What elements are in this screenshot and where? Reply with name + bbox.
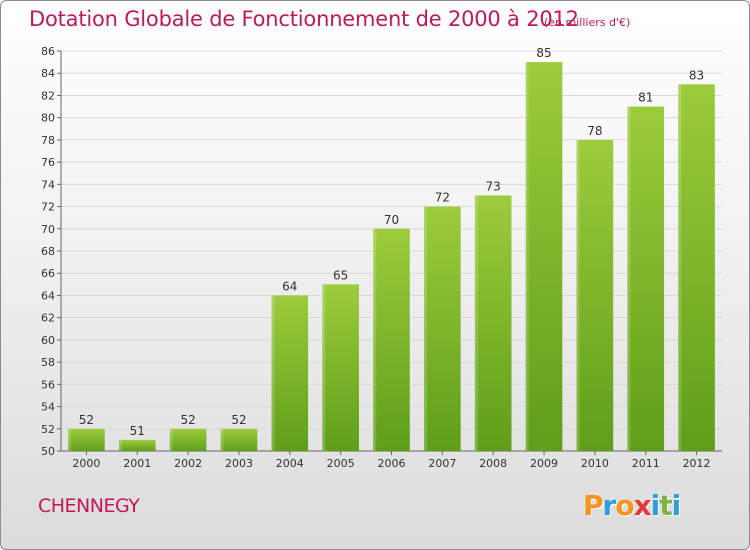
bar-2001 bbox=[118, 439, 156, 451]
y-tick-label: 78 bbox=[41, 134, 55, 147]
x-tick-label-2012: 2012 bbox=[683, 457, 711, 470]
data-label-2011: 81 bbox=[638, 91, 653, 105]
x-tick-label-2008: 2008 bbox=[479, 457, 507, 470]
data-label-2002: 52 bbox=[180, 413, 195, 427]
bar-2009 bbox=[525, 62, 563, 451]
chart-title: Dotation Globale de Fonctionnement de 20… bbox=[29, 7, 579, 31]
place-name: CHENNEGY bbox=[38, 495, 140, 517]
y-tick-label: 64 bbox=[41, 289, 55, 302]
data-label-2005: 65 bbox=[333, 268, 348, 282]
y-tick-label: 60 bbox=[41, 334, 55, 347]
bar-2006 bbox=[373, 228, 410, 451]
y-tick-label: 70 bbox=[41, 223, 55, 236]
x-tick-label-2011: 2011 bbox=[632, 457, 660, 470]
data-label-2001: 51 bbox=[130, 424, 145, 438]
data-label-2008: 73 bbox=[486, 179, 501, 193]
x-tick-label-2000: 2000 bbox=[72, 457, 100, 470]
bar-2012 bbox=[678, 84, 715, 451]
x-tick-label-2006: 2006 bbox=[378, 457, 406, 470]
y-tick-label: 66 bbox=[41, 267, 55, 280]
y-tick-label: 58 bbox=[41, 356, 55, 369]
bar-highlight bbox=[68, 428, 72, 451]
data-label-2012: 83 bbox=[689, 68, 704, 82]
x-tick-label-2005: 2005 bbox=[327, 457, 355, 470]
x-tick-label-2010: 2010 bbox=[581, 457, 609, 470]
bar-highlight bbox=[220, 428, 224, 451]
logo-letter: i bbox=[671, 489, 682, 522]
bar-2011 bbox=[627, 106, 665, 452]
y-tick-label: 62 bbox=[41, 312, 55, 325]
bar-2002 bbox=[169, 428, 207, 451]
bar-2004 bbox=[271, 295, 309, 451]
logo-letter: i bbox=[650, 489, 661, 522]
bar-highlight bbox=[424, 206, 428, 451]
data-label-2000: 52 bbox=[79, 413, 94, 427]
bar-highlight bbox=[169, 428, 173, 451]
x-tick-label-2004: 2004 bbox=[276, 457, 304, 470]
data-label-2010: 78 bbox=[587, 124, 602, 138]
bar-2008 bbox=[474, 195, 512, 451]
bar-2010 bbox=[576, 139, 614, 451]
logo-letter: r bbox=[602, 489, 617, 522]
y-tick-label: 74 bbox=[41, 178, 55, 191]
unit-note: (en milliers d'€) bbox=[544, 16, 631, 29]
bar-highlight bbox=[474, 195, 478, 451]
y-tick-label: 76 bbox=[41, 156, 55, 169]
bar-highlight bbox=[627, 106, 631, 452]
y-tick-label: 50 bbox=[41, 445, 55, 458]
y-tick-label: 82 bbox=[41, 89, 55, 102]
logo-letter: t bbox=[659, 489, 672, 522]
bar-highlight bbox=[525, 62, 529, 451]
logo-letter: x bbox=[633, 489, 652, 522]
y-tick-label: 72 bbox=[41, 201, 55, 214]
y-tick-label: 80 bbox=[41, 112, 55, 125]
data-label-2004: 64 bbox=[282, 279, 297, 293]
bar-2000 bbox=[68, 428, 105, 451]
data-label-2007: 72 bbox=[435, 191, 450, 205]
bar-highlight bbox=[576, 139, 580, 451]
proxiti-logo[interactable]: Proxiti bbox=[583, 489, 682, 522]
x-tick-label-2007: 2007 bbox=[428, 457, 456, 470]
logo-letter: o bbox=[615, 489, 634, 522]
x-tick-label-2009: 2009 bbox=[530, 457, 558, 470]
y-tick-label: 52 bbox=[41, 423, 55, 436]
bar-highlight bbox=[678, 84, 682, 451]
bar-2003 bbox=[220, 428, 258, 451]
logo-letter: P bbox=[583, 489, 604, 522]
bar-highlight bbox=[373, 228, 377, 451]
bar-highlight bbox=[322, 284, 326, 451]
bar-highlight bbox=[118, 439, 122, 451]
data-label-2003: 52 bbox=[231, 413, 246, 427]
x-tick-label-2003: 2003 bbox=[225, 457, 253, 470]
bar-2007 bbox=[424, 206, 461, 451]
y-tick-label: 68 bbox=[41, 245, 55, 258]
data-label-2006: 70 bbox=[384, 213, 399, 227]
x-tick-label-2002: 2002 bbox=[174, 457, 202, 470]
y-tick-label: 56 bbox=[41, 378, 55, 391]
y-tick-label: 84 bbox=[41, 67, 55, 80]
bar-2005 bbox=[322, 284, 359, 451]
x-tick-label-2001: 2001 bbox=[123, 457, 151, 470]
data-label-2009: 85 bbox=[536, 46, 551, 60]
y-tick-label: 86 bbox=[41, 45, 55, 58]
bar-highlight bbox=[271, 295, 275, 451]
y-tick-label: 54 bbox=[41, 401, 55, 414]
